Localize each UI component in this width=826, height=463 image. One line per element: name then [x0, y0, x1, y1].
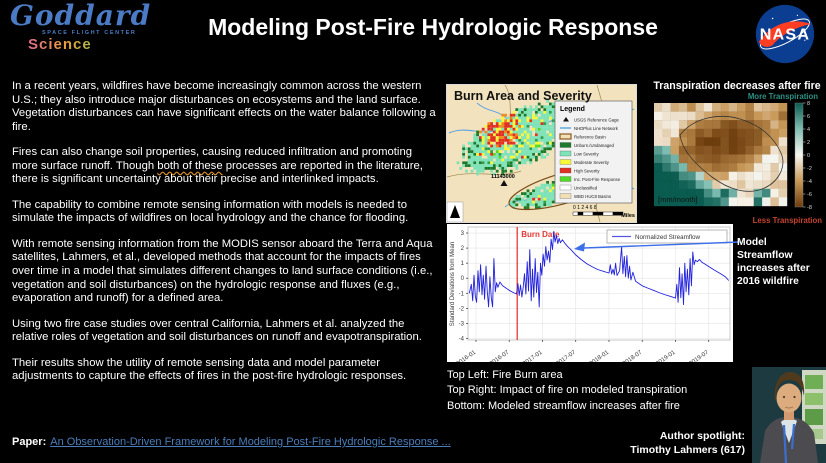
paragraph-2: Fires can also change soil properties, c…: [12, 146, 438, 187]
svg-text:2: 2: [807, 140, 810, 146]
author-spotlight-label: Author spotlight:: [659, 430, 745, 442]
svg-text:-4: -4: [807, 179, 812, 185]
summary-text: In a recent years, wildfires have become…: [12, 80, 438, 396]
figure-captions: Top Left: Fire Burn area Top Right: Impa…: [447, 368, 687, 414]
svg-text:3: 3: [461, 231, 465, 237]
svg-text:2: 2: [461, 246, 465, 252]
svg-text:8: 8: [807, 101, 810, 107]
author-spotlight: Author spotlight: Timothy Lahmers (617): [630, 430, 745, 457]
svg-text:NHDPlus Line Network: NHDPlus Line Network: [574, 126, 619, 131]
author-photo: [752, 367, 826, 463]
svg-text:-3: -3: [459, 321, 465, 327]
svg-text:-6: -6: [807, 192, 812, 198]
svg-text:High Severity: High Severity: [574, 168, 600, 173]
less-transpiration-label: Less Transpiration: [752, 216, 822, 225]
more-transpiration-label: More Transpiration: [747, 92, 818, 101]
paper-reference: Paper: An Observation-Driven Framework fo…: [12, 436, 451, 448]
svg-text:Normalized Streamflow: Normalized Streamflow: [635, 234, 701, 241]
goddard-logo: Goddard SPACE FLIGHT CENTER Science: [10, 0, 180, 54]
streamflow-chart: 3 2 1 0 -1 -2 -3 -4 2016-01 2016-07 2017-01 2017-07…: [447, 224, 733, 367]
basin-outline: [679, 116, 784, 192]
svg-text:Standard Deviations from Mean: Standard Deviations from Mean: [450, 242, 456, 326]
burn-area-map: 11143000 Legend USGS Reference Gage NHDPlu…: [446, 84, 637, 223]
svg-text:-4: -4: [459, 336, 465, 342]
map-scale-bar: 0 1 2 4 6 8 Miles: [572, 205, 635, 219]
svg-text:-1: -1: [459, 291, 465, 297]
svg-text:Burn Date: Burn Date: [521, 230, 560, 239]
colorbar-ticks: 8 6 4 2 0 -2 -4 -6 -8: [803, 101, 812, 211]
svg-text:USGS Reference Gage: USGS Reference Gage: [574, 117, 620, 122]
goddard-subtitle: SPACE FLIGHT CENTER: [42, 30, 137, 36]
svg-text:-8: -8: [807, 205, 812, 211]
paragraph-1: In a recent years, wildfires have become…: [12, 80, 436, 133]
caption-top-left: Top Left: Fire Burn area: [447, 369, 563, 381]
paper-link[interactable]: An Observation-Driven Framework for Mode…: [50, 436, 451, 448]
nasa-logo-icon: NASA: [755, 4, 815, 64]
caption-bottom: Bottom: Modeled streamflow increases aft…: [447, 399, 680, 412]
transpiration-title: Transpiration decreases after fire: [653, 80, 821, 92]
page-title: Modeling Post-Fire Hydrologic Response: [208, 14, 658, 40]
annotation-arrow-icon: [574, 241, 741, 252]
svg-text:Reference Basin: Reference Basin: [574, 134, 606, 139]
svg-text:0: 0: [461, 276, 465, 282]
colorbar: [794, 102, 804, 208]
usgs-gage-marker: 11143000: [491, 174, 515, 186]
svg-text:Low Severity: Low Severity: [574, 151, 599, 156]
svg-text:Unclassified: Unclassified: [574, 185, 598, 190]
north-arrow-icon: [447, 201, 464, 222]
scale-numbers: 0 1 2 4 6 8: [573, 205, 597, 211]
svg-text:-2: -2: [807, 166, 812, 172]
spellcheck-underlined-text: both of these: [157, 159, 223, 172]
author-name: Timothy Lahmers (617): [630, 443, 745, 456]
paragraph-2-end: processes are reported in the literature…: [12, 159, 423, 186]
goddard-science-label: Science: [28, 36, 180, 53]
svg-text:Inc. Post-Fire Response: Inc. Post-Fire Response: [574, 177, 621, 182]
svg-text:WBD HUC8 Basins: WBD HUC8 Basins: [574, 194, 611, 199]
svg-text:Legend: Legend: [560, 106, 585, 113]
streamflow-annotation: Model Streamflow increases after 2016 wi…: [737, 237, 810, 287]
nasa-swoosh: [758, 21, 812, 47]
svg-text:1: 1: [461, 261, 465, 267]
svg-text:Moderate Severity: Moderate Severity: [574, 160, 610, 165]
burn-map-graphic: 11143000 Legend USGS Reference Gage NHDPlu…: [447, 85, 635, 222]
units-label: [mm/month]: [658, 195, 698, 204]
nasa-text: NASA: [760, 26, 811, 44]
paragraph-5: Using two fire case studies over central…: [12, 317, 422, 344]
paragraph-3: The capability to combine remote sensing…: [12, 198, 409, 225]
scale-unit: Miles: [621, 213, 635, 219]
transpiration-panel: Transpiration decreases after fire More …: [648, 80, 826, 225]
paragraph-4: With remote sensing information from the…: [12, 237, 433, 305]
transpiration-grid: [654, 103, 788, 207]
goddard-wordmark: Goddard: [10, 0, 152, 32]
svg-text:Unburn./Undamaged: Unburn./Undamaged: [574, 143, 615, 148]
gage-id-label: 11143000: [491, 174, 515, 180]
caption-top-right: Top Right: Impact of fire on modeled tra…: [447, 384, 688, 397]
burn-map-legend: Legend USGS Reference Gage NHDPlus Line Ne…: [554, 100, 633, 204]
paragraph-2-start: Fires can also change soil properties, c…: [12, 146, 413, 172]
paper-label: Paper:: [12, 436, 47, 448]
svg-text:-2: -2: [459, 306, 465, 312]
burn-map-title: Burn Area and Severity: [454, 89, 592, 103]
paragraph-6: Their results show the utility of remote…: [12, 356, 407, 383]
svg-text:4: 4: [807, 127, 810, 133]
transpiration-map: [mm/month] 8 6 4 2 0 -2 -4 -6 -8: [654, 101, 812, 211]
svg-text:0: 0: [807, 153, 810, 159]
svg-text:6: 6: [807, 114, 810, 120]
